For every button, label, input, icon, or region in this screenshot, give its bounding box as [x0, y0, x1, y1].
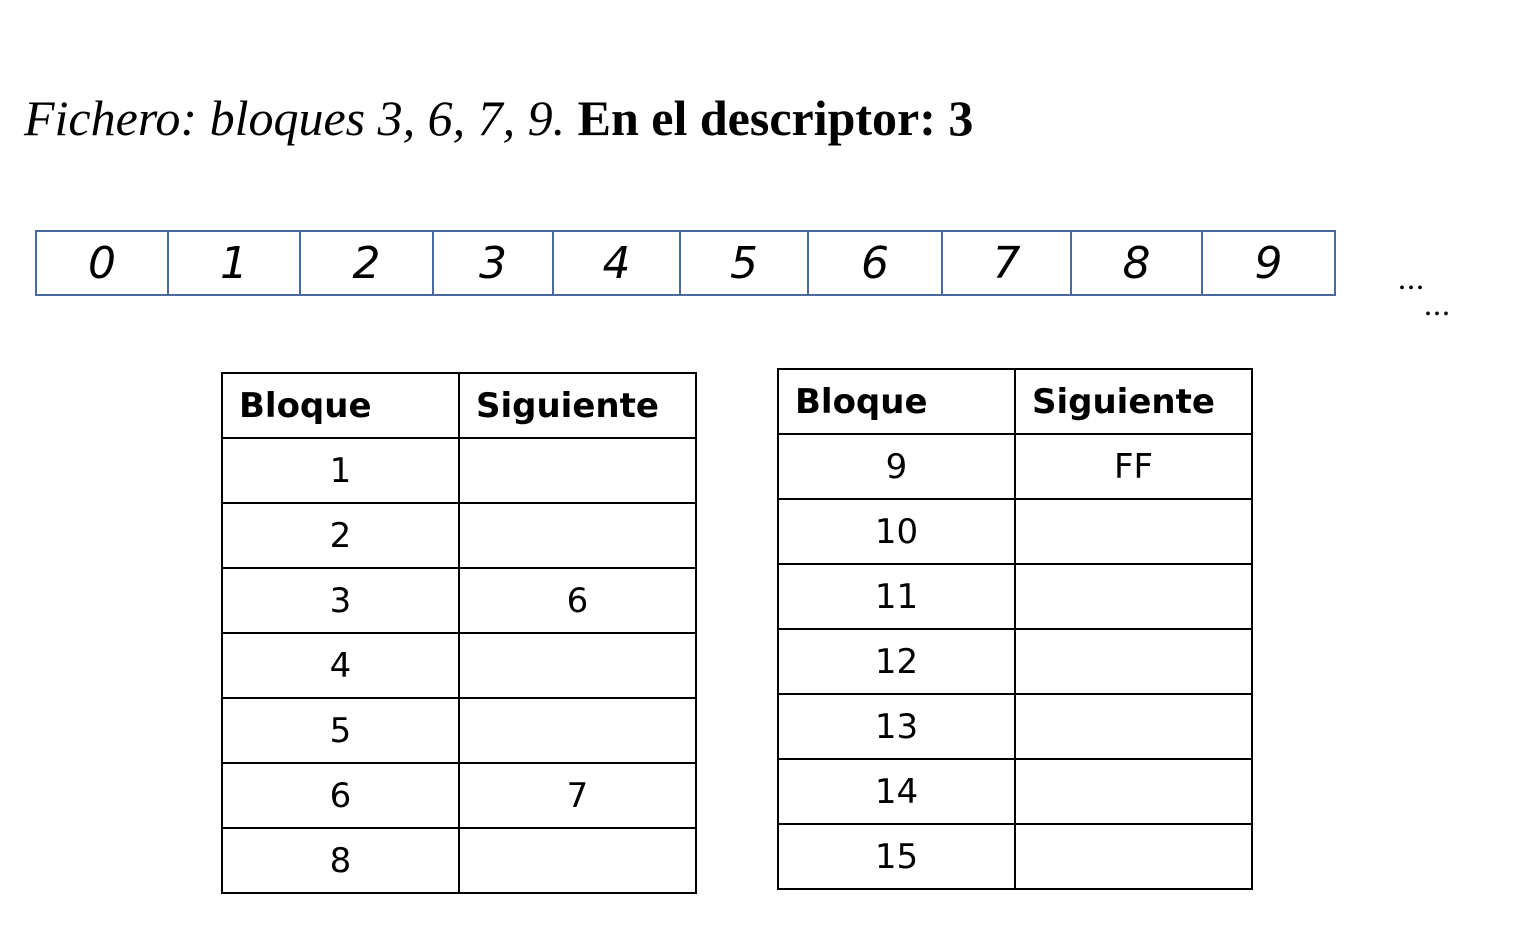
block-number: 10 — [777, 498, 1016, 565]
block-number: 11 — [777, 563, 1016, 630]
next-block — [1014, 498, 1253, 565]
next-block — [1014, 563, 1253, 630]
next-block — [1014, 823, 1253, 890]
next-block — [458, 697, 697, 764]
block-number: 4 — [221, 632, 460, 699]
table-row: 9 FF — [777, 433, 1253, 500]
next-block — [458, 632, 697, 699]
block-cell: 7 — [943, 232, 1072, 294]
table-row: 1 — [221, 437, 697, 504]
next-block — [1014, 758, 1253, 825]
block-number: 6 — [221, 762, 460, 829]
table-row: 2 — [221, 502, 697, 569]
next-block — [1014, 693, 1253, 760]
heading-descriptor: En el descriptor: 3 — [577, 90, 974, 146]
column-header-next: Siguiente — [458, 372, 697, 439]
fat-table-right: Bloque Siguiente 9 FF 10 11 12 13 14 15 — [777, 368, 1253, 890]
table-row: 10 — [777, 498, 1253, 565]
block-number: 12 — [777, 628, 1016, 695]
block-cell: 1 — [169, 232, 301, 294]
column-header-block: Bloque — [777, 368, 1016, 435]
next-block: 6 — [458, 567, 697, 634]
block-cell: 2 — [301, 232, 434, 294]
heading-file-blocks: Fichero: bloques 3, 6, 7, 9. — [24, 90, 566, 146]
table-row: 13 — [777, 693, 1253, 760]
table-row: 5 — [221, 697, 697, 764]
block-cell: 0 — [37, 232, 169, 294]
block-number: 8 — [221, 827, 460, 894]
column-header-next: Siguiente — [1014, 368, 1253, 435]
block-number: 2 — [221, 502, 460, 569]
table-row: 8 — [221, 827, 697, 894]
column-header-block: Bloque — [221, 372, 460, 439]
table-header-row: Bloque Siguiente — [221, 372, 697, 439]
continuation-ellipsis: ... — [1424, 286, 1451, 322]
block-number: 13 — [777, 693, 1016, 760]
next-block: 7 — [458, 762, 697, 829]
next-block — [458, 827, 697, 894]
table-header-row: Bloque Siguiente — [777, 368, 1253, 435]
next-block — [458, 502, 697, 569]
block-number: 1 — [221, 437, 460, 504]
block-number: 5 — [221, 697, 460, 764]
block-cell: 6 — [809, 232, 943, 294]
next-block — [1014, 628, 1253, 695]
continuation-ellipsis: ... — [1398, 260, 1425, 296]
table-row: 15 — [777, 823, 1253, 890]
table-row: 12 — [777, 628, 1253, 695]
page-title: Fichero: bloques 3, 6, 7, 9. En el descr… — [24, 88, 973, 148]
table-row: 14 — [777, 758, 1253, 825]
next-block — [458, 437, 697, 504]
block-cell: 3 — [434, 232, 554, 294]
block-cell: 8 — [1072, 232, 1203, 294]
table-row: 11 — [777, 563, 1253, 630]
table-row: 4 — [221, 632, 697, 699]
block-number: 15 — [777, 823, 1016, 890]
block-cell: 9 — [1254, 237, 1283, 289]
block-cell: 4 — [554, 232, 681, 294]
block-cell: 5 — [681, 232, 809, 294]
block-number: 9 — [777, 433, 1016, 500]
block-strip: 0 1 2 3 4 5 6 7 8 9 — [35, 230, 1336, 296]
block-number: 14 — [777, 758, 1016, 825]
next-block: FF — [1014, 433, 1253, 500]
block-number: 3 — [221, 567, 460, 634]
